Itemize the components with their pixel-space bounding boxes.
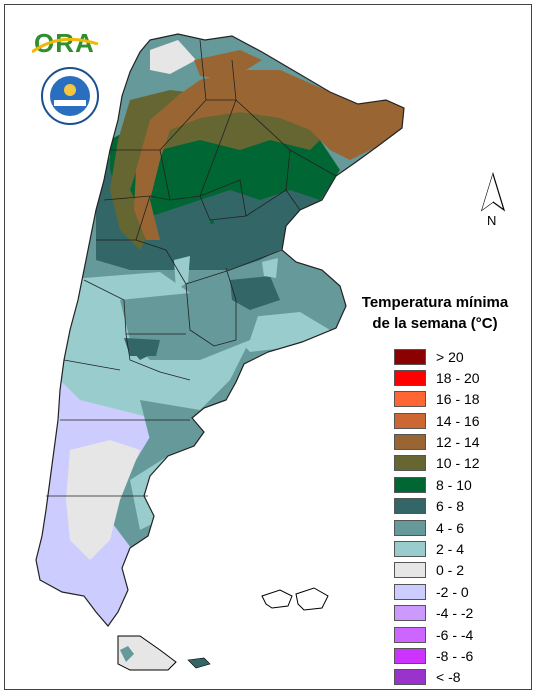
legend-item: 16 - 18 bbox=[394, 390, 530, 409]
legend-swatch bbox=[394, 647, 426, 664]
legend-label: 14 - 16 bbox=[436, 412, 480, 429]
legend-title-line2: de la semana (°C) bbox=[372, 315, 498, 332]
legend-label: -8 - -6 bbox=[436, 647, 474, 664]
temperature-legend: Temperatura mínima de la semana (°C) > 2… bbox=[340, 292, 530, 689]
malvinas-islands bbox=[261, 587, 329, 611]
ora-swoosh-icon bbox=[32, 37, 99, 54]
legend-label: 18 - 20 bbox=[436, 369, 480, 386]
legend-item: 14 - 16 bbox=[394, 411, 530, 430]
legend-item: -2 - 0 bbox=[394, 582, 530, 601]
tierra-del-fuego bbox=[117, 635, 211, 671]
legend-label: > 20 bbox=[436, 348, 464, 365]
legend-label: 10 - 12 bbox=[436, 455, 480, 472]
province-boundaries bbox=[35, 33, 405, 627]
legend-item: -6 - -4 bbox=[394, 625, 530, 644]
legend-item: 10 - 12 bbox=[394, 454, 530, 473]
legend-item: < -8 bbox=[394, 668, 530, 687]
legend-swatch bbox=[394, 391, 426, 408]
map-frame bbox=[4, 4, 532, 690]
legend-swatch bbox=[394, 669, 426, 686]
legend-swatch bbox=[394, 519, 426, 536]
legend-swatch bbox=[394, 434, 426, 451]
ora-logo: ORA bbox=[32, 28, 99, 59]
legend-swatch bbox=[394, 583, 426, 600]
legend-item: 0 - 2 bbox=[394, 561, 530, 580]
legend-swatch bbox=[394, 476, 426, 493]
legend-item: 18 - 20 bbox=[394, 368, 530, 387]
legend-label: -6 - -4 bbox=[436, 626, 474, 643]
smn-seal-graphic bbox=[41, 67, 99, 125]
legend-item: 12 - 14 bbox=[394, 433, 530, 452]
legend-item: -4 - -2 bbox=[394, 604, 530, 623]
legend-item: 6 - 8 bbox=[394, 497, 530, 516]
legend-swatch bbox=[394, 348, 426, 365]
legend-title-line1: Temperatura mínima bbox=[361, 294, 509, 311]
legend-swatch bbox=[394, 455, 426, 472]
legend-item: -8 - -6 bbox=[394, 646, 530, 665]
legend-label: -4 - -2 bbox=[436, 605, 474, 622]
legend-swatch bbox=[394, 541, 426, 558]
legend-label: 2 - 4 bbox=[436, 541, 465, 558]
legend-title: Temperatura mínima de la semana (°C) bbox=[340, 292, 530, 334]
legend-label: 8 - 10 bbox=[436, 476, 472, 493]
legend-items: > 20 18 - 20 16 - 18 14 - 16 12 - 14 10 - 12 8… bbox=[394, 347, 530, 687]
legend-label: 16 - 18 bbox=[436, 391, 480, 408]
legend-item: 2 - 4 bbox=[394, 540, 530, 559]
legend-swatch bbox=[394, 562, 426, 579]
legend-label: 4 - 6 bbox=[436, 519, 465, 536]
legend-item: 4 - 6 bbox=[394, 518, 530, 537]
legend-swatch bbox=[394, 626, 426, 643]
ora-brand-text: ORA bbox=[34, 28, 95, 58]
legend-swatch bbox=[394, 412, 426, 429]
legend-swatch bbox=[394, 369, 426, 386]
legend-label: 12 - 14 bbox=[436, 434, 480, 451]
legend-swatch bbox=[394, 498, 426, 515]
legend-label: 6 - 8 bbox=[436, 498, 465, 515]
legend-swatch bbox=[394, 605, 426, 622]
legend-item: > 20 bbox=[394, 347, 530, 366]
legend-label: < -8 bbox=[436, 669, 461, 686]
legend-label: 0 - 2 bbox=[436, 562, 465, 579]
north-label: N bbox=[487, 213, 497, 228]
legend-item: 8 - 10 bbox=[394, 475, 530, 494]
north-arrow-icon bbox=[478, 171, 508, 221]
legend-label: -2 - 0 bbox=[436, 583, 469, 600]
